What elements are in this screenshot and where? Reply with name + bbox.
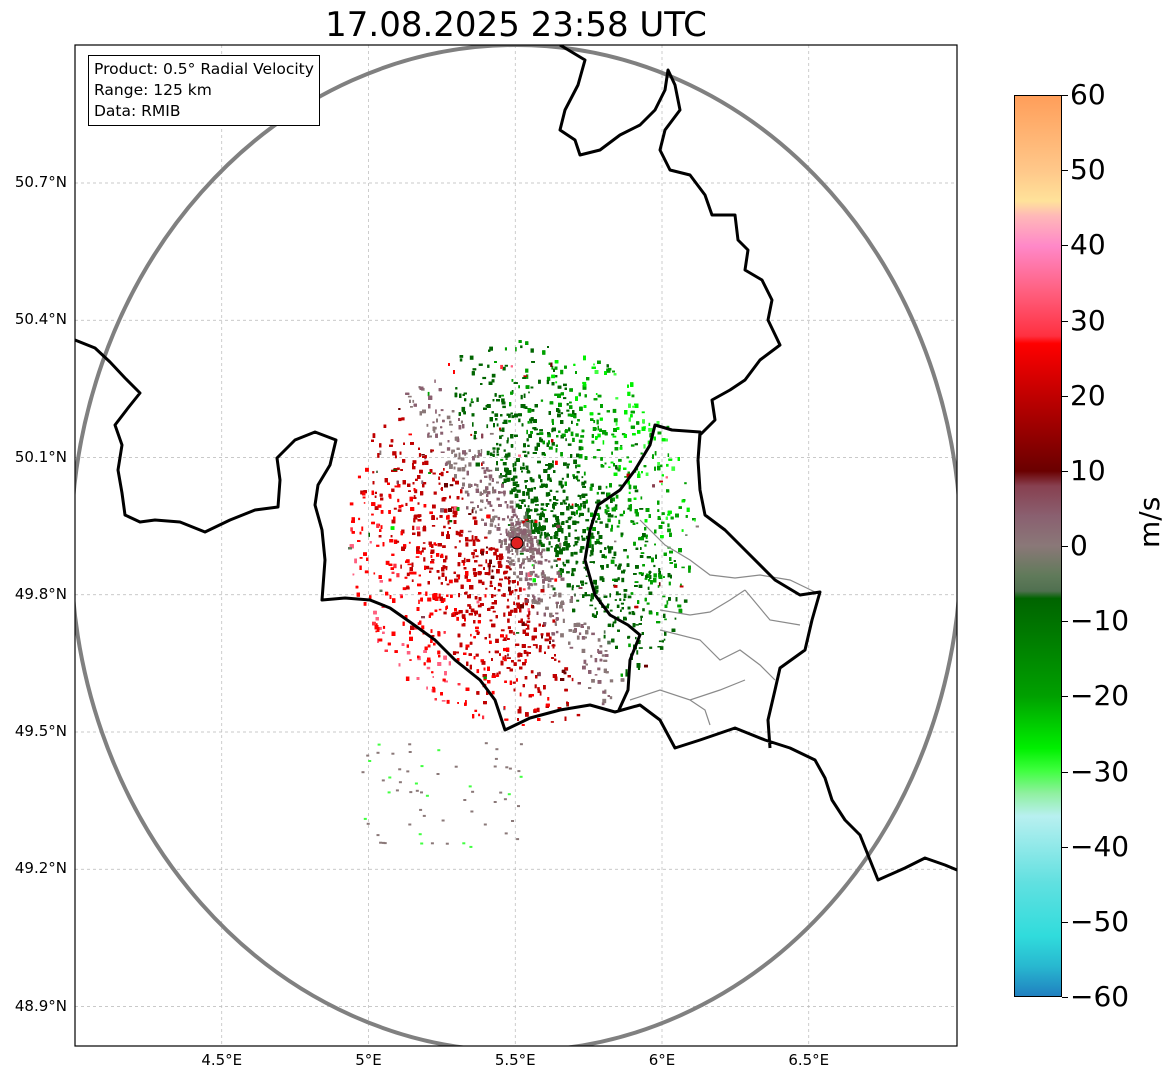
colorbar-tick-label: 40: [1070, 228, 1106, 262]
source-label: Data: RMIB: [94, 102, 181, 120]
colorbar-tick-mark: [1062, 546, 1068, 547]
colorbar-unit-label: m/s: [1133, 496, 1166, 548]
colorbar-tick-label: −40: [1070, 829, 1130, 863]
colorbar-tick-mark: [1062, 320, 1068, 322]
velocity-colorbar: [1014, 95, 1062, 997]
range-label: Range: 125 km: [94, 81, 212, 99]
plot-frame: [74, 44, 958, 1047]
lat-tick-label: 50.1°N: [14, 447, 67, 466]
product-info-box: Product: 0.5° Radial Velocity Range: 125…: [88, 55, 320, 126]
radar-site-marker: [510, 536, 524, 550]
colorbar-tick-label: −10: [1070, 604, 1130, 638]
colorbar-tick-label: −20: [1070, 679, 1130, 713]
province-boundaries: [629, 519, 816, 726]
colorbar-tick-mark: [1062, 997, 1068, 998]
colorbar-tick-mark: [1062, 846, 1068, 848]
colorbar-tick-mark: [1062, 395, 1068, 397]
lon-tick-label: 6°E: [648, 1051, 676, 1069]
lat-tick-label: 49.2°N: [14, 859, 67, 878]
colorbar-tick-label: 50: [1070, 153, 1106, 187]
lon-tick-label: 5°E: [355, 1051, 382, 1069]
colorbar-tick-label: −60: [1070, 980, 1130, 1013]
colorbar-tick-mark: [1062, 921, 1068, 923]
lat-tick-label: 49.8°N: [14, 584, 67, 603]
map-title: 17.08.2025 23:58 UTC: [325, 5, 707, 45]
lat-tick-label: 50.4°N: [14, 310, 67, 329]
colorbar-tick-label: 0: [1070, 529, 1088, 562]
colorbar-tick-mark: [1062, 470, 1068, 472]
colorbar-tick-mark: [1062, 170, 1068, 172]
colorbar-tick-mark: [1062, 621, 1068, 623]
colorbar-tick-label: −50: [1070, 904, 1130, 938]
colorbar-tick-mark: [1062, 245, 1068, 247]
lat-tick-label: 50.7°N: [14, 173, 67, 191]
lon-tick-label: 6.5°E: [788, 1051, 830, 1069]
colorbar-tick-label: 20: [1070, 378, 1106, 412]
colorbar-tick-label: −30: [1070, 754, 1130, 788]
colorbar-tick-label: 10: [1070, 453, 1106, 487]
lat-tick-label: 48.9°N: [14, 996, 67, 1015]
colorbar-tick-mark: [1062, 696, 1068, 698]
lat-tick-label: 49.5°N: [14, 722, 67, 740]
colorbar-tick-label: 60: [1070, 78, 1106, 111]
colorbar-tick-mark: [1062, 95, 1068, 96]
radar-echoes: [348, 340, 699, 848]
product-label: Product: 0.5° Radial Velocity: [94, 60, 314, 78]
graticule: [75, 45, 957, 1046]
lon-tick-label: 4.5°E: [201, 1051, 243, 1069]
colorbar-tick-mark: [1062, 771, 1068, 773]
colorbar-tick-label: 30: [1070, 303, 1106, 337]
country-borders: [75, 45, 957, 882]
lon-tick-label: 5.5°E: [494, 1051, 536, 1069]
